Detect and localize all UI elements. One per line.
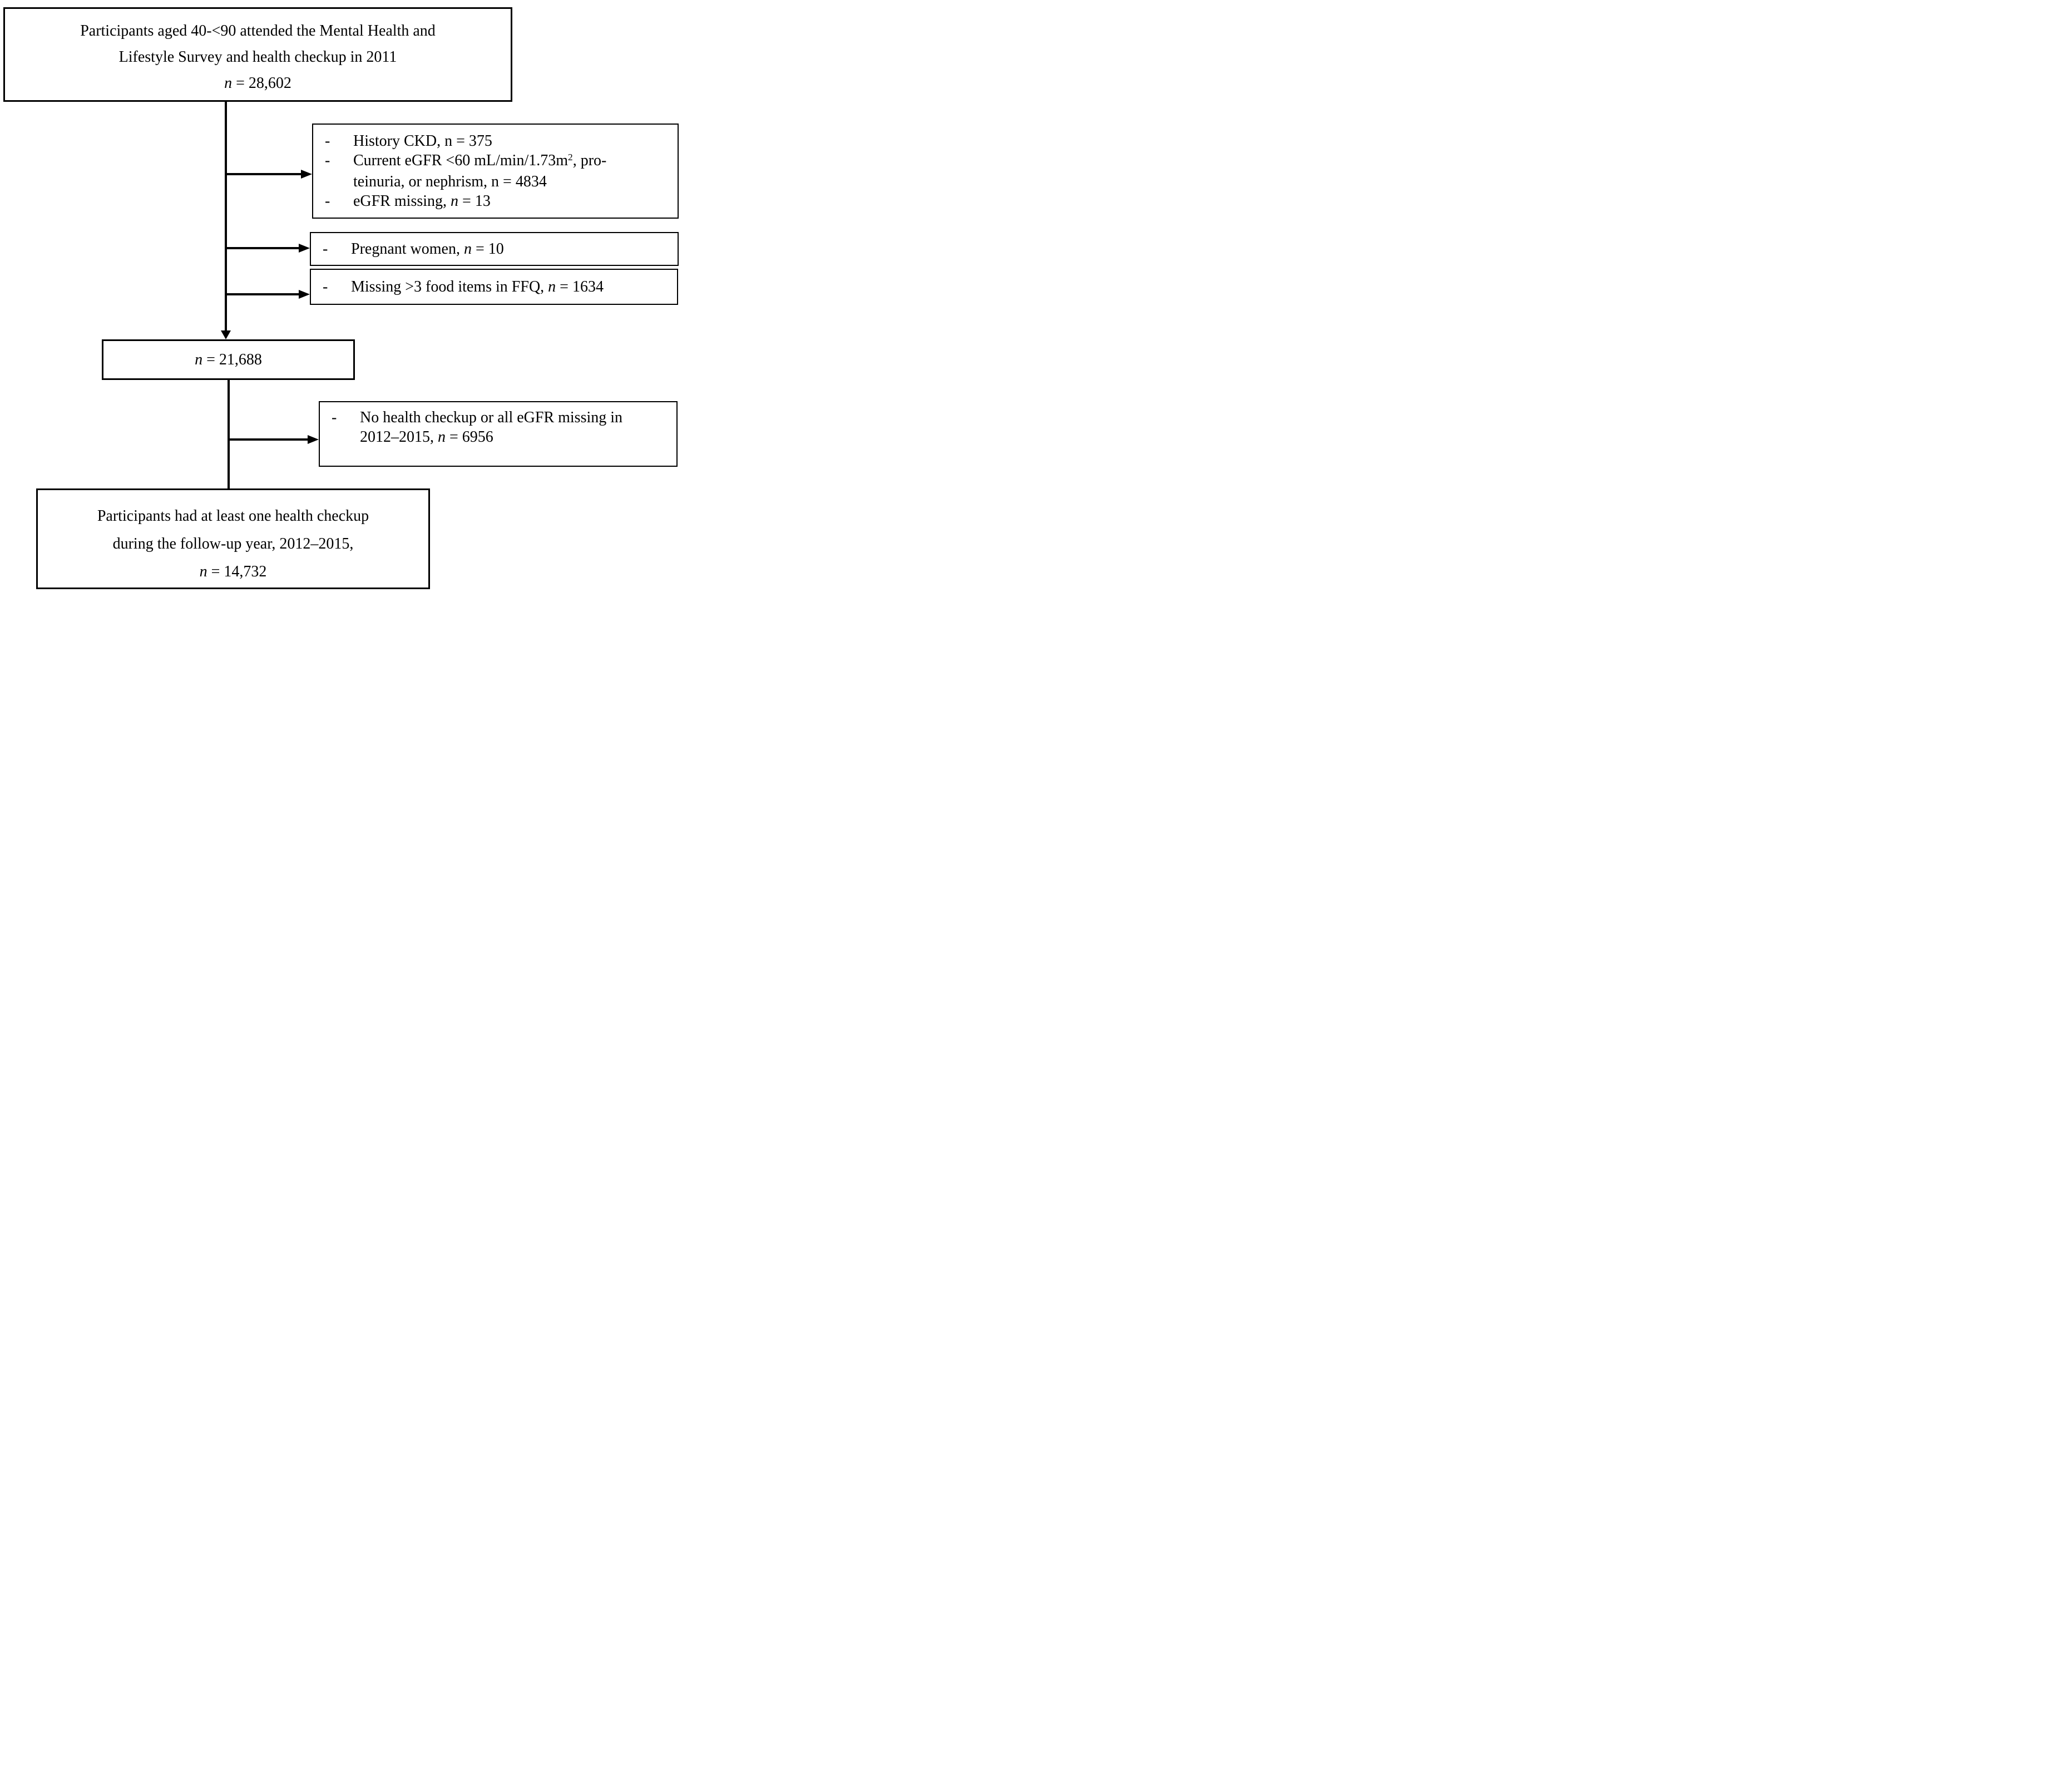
list-item: - Missing >3 food items in FFQ, n = 1634 (311, 277, 677, 297)
middle-box-count: n = 21,688 (195, 350, 262, 368)
top-box-line-2: Lifestyle Survey and health checkup in 2… (118, 48, 397, 66)
bullet-dash: - (325, 152, 330, 169)
middle-box: n = 21,688 (102, 339, 355, 380)
bullet-dash: - (332, 409, 337, 426)
list-item: - Current eGFR <60 mL/min/1.73m2, pro- (313, 151, 678, 172)
branch-line-1 (226, 173, 302, 175)
list-item-text: 2012–2015, n = 6956 (360, 428, 493, 446)
list-item: - eGFR missing, n = 13 (313, 191, 678, 211)
top-box-line-1: Participants aged 40-<90 attended the Me… (80, 22, 436, 40)
right-arrowhead-4 (308, 435, 319, 444)
trunk-line-upper (225, 102, 227, 331)
list-item-text: History CKD, n = 375 (353, 132, 492, 150)
list-item-text: Current eGFR <60 mL/min/1.73m2, pro- (353, 152, 607, 169)
bullet-dash: - (325, 132, 330, 150)
list-item-text: No health checkup or all eGFR missing in (360, 409, 623, 426)
branch-line-4 (229, 438, 309, 441)
trunk-line-lower (228, 380, 230, 488)
right-arrowhead-3 (299, 290, 310, 299)
list-item: - No health checkup or all eGFR missing … (320, 408, 676, 427)
bullet-dash: - (323, 278, 328, 295)
exclusion-box-3: - Missing >3 food items in FFQ, n = 1634 (310, 269, 678, 305)
participant-flow-diagram: Participants aged 40-<90 attended the Me… (0, 0, 687, 598)
bottom-box-count: n = 14,732 (199, 563, 267, 580)
bottom-box-line-2: during the follow-up year, 2012–2015, (112, 535, 354, 552)
top-box-count: n = 28,602 (224, 75, 291, 92)
list-item-text: Pregnant women, n = 10 (351, 240, 504, 258)
list-item: - History CKD, n = 375 (313, 131, 678, 151)
bullet-dash: - (323, 240, 328, 258)
exclusion-box-4: - No health checkup or all eGFR missing … (319, 401, 678, 467)
list-item-text: eGFR missing, n = 13 (353, 192, 491, 210)
list-item-text: teinuria, or nephrism, n = 4834 (353, 173, 547, 190)
bullet-dash: - (325, 192, 330, 210)
bottom-box-line-1: Participants had at least one health che… (97, 507, 369, 525)
down-arrowhead (221, 330, 231, 339)
exclusion-box-1: - History CKD, n = 375 - Current eGFR <6… (312, 124, 679, 219)
bottom-box: Participants had at least one health che… (36, 488, 430, 589)
right-arrowhead-2 (299, 244, 310, 253)
list-item-continuation: 2012–2015, n = 6956 (320, 427, 676, 447)
top-box: Participants aged 40-<90 attended the Me… (3, 7, 512, 102)
list-item: - Pregnant women, n = 10 (311, 239, 678, 259)
list-item-continuation: teinuria, or nephrism, n = 4834 (313, 172, 678, 191)
right-arrowhead-1 (301, 170, 312, 179)
branch-line-2 (226, 247, 300, 249)
branch-line-3 (226, 293, 300, 295)
exclusion-box-2: - Pregnant women, n = 10 (310, 232, 679, 266)
list-item-text: Missing >3 food items in FFQ, n = 1634 (351, 278, 604, 295)
